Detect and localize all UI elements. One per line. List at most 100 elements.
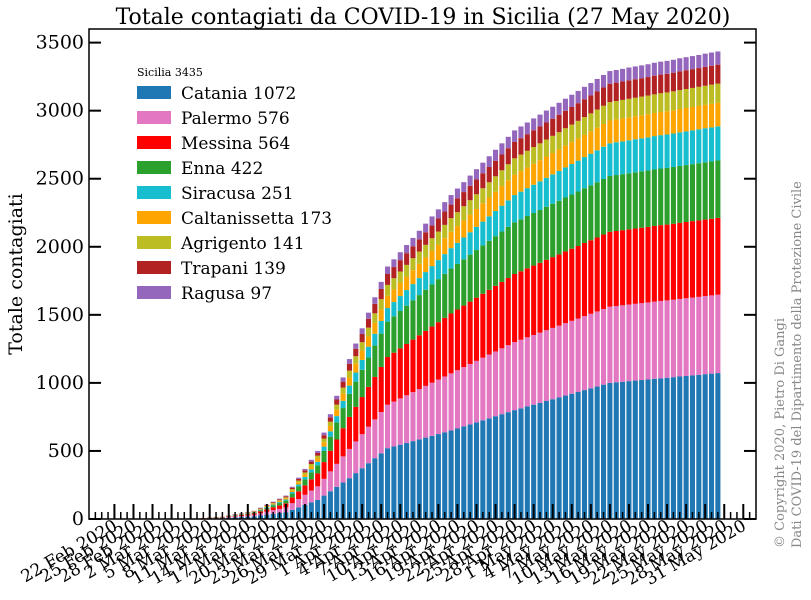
bar-segment-catania: [537, 402, 543, 519]
bar-segment-trapani: [607, 83, 613, 103]
bar-segment-messina: [651, 225, 657, 302]
bar-segment-enna: [696, 163, 702, 221]
bar-segment-palermo: [562, 323, 568, 396]
bar-segment-ragusa: [715, 51, 721, 65]
bar-segment-trapani: [429, 225, 435, 239]
bar-segment-catania: [651, 378, 657, 519]
bar-segment-ragusa: [664, 60, 670, 74]
bar-segment-palermo: [708, 295, 715, 374]
bar-segment-enna: [645, 170, 651, 227]
bar-segment-catania: [613, 382, 619, 519]
bar-segment-messina: [512, 274, 518, 343]
bar-segment-agrigento: [435, 231, 441, 245]
bar-segment-trapani: [601, 87, 607, 106]
bar-segment-ragusa: [639, 65, 645, 79]
bar-segment-messina: [639, 227, 645, 304]
bar-segment-agrigento: [543, 139, 549, 157]
legend-entry: Caltanissetta 173: [181, 209, 332, 229]
bar-segment-siracusa: [708, 127, 715, 162]
bar-segment-trapani: [594, 91, 600, 110]
plot-frame: [88, 28, 757, 520]
bar-segment-palermo: [289, 503, 295, 510]
bar-segment-enna: [296, 486, 302, 492]
bar-segment-siracusa: [391, 302, 397, 317]
bar-segment-agrigento: [594, 109, 600, 128]
bar-segment-catania: [423, 437, 429, 519]
y-tick-label: 1500: [36, 304, 84, 326]
bar-segment-enna: [715, 160, 721, 218]
bar-segment-messina: [708, 218, 715, 296]
bar-segment-trapani: [404, 253, 410, 265]
bar-segment-ragusa: [537, 114, 543, 127]
bar-segment-trapani: [677, 71, 683, 91]
bar-segment-siracusa: [512, 195, 518, 223]
bar-segment-siracusa: [620, 141, 626, 175]
bar-segment-enna: [658, 168, 664, 226]
bar-segment-enna: [454, 263, 460, 310]
bar-segment-siracusa: [461, 237, 467, 260]
bar-segment-agrigento: [372, 313, 378, 323]
bar-segment-catania: [639, 380, 645, 519]
bar-segment-messina: [715, 217, 721, 295]
bar-segment-enna: [499, 231, 505, 282]
bar-segment-catania: [315, 499, 321, 519]
bar-segment-siracusa: [270, 504, 276, 506]
bar-segment-trapani: [689, 69, 696, 88]
bar-segment-caltanissetta: [594, 127, 600, 151]
bar-segment-enna: [537, 210, 543, 263]
bar-segment-ragusa: [404, 245, 410, 254]
bar-segment-enna: [321, 450, 327, 463]
bar-segment-agrigento: [632, 97, 638, 117]
bar-segment-trapani: [340, 381, 346, 388]
bar-segment-catania: [378, 453, 384, 519]
bar-segment-trapani: [473, 179, 480, 195]
bar-segment-messina: [556, 254, 562, 326]
bar-segment-palermo: [512, 342, 518, 411]
bar-segment-agrigento: [480, 188, 486, 204]
bar-segment-palermo: [537, 332, 543, 403]
bar-segment-palermo: [524, 337, 530, 407]
bar-segment-catania: [715, 373, 721, 519]
bar-segment-trapani: [467, 185, 473, 201]
bar-segment-ragusa: [651, 62, 657, 76]
bar-segment-caltanissetta: [467, 214, 473, 233]
bar-segment-siracusa: [524, 188, 530, 217]
bar-segment-palermo: [385, 404, 391, 449]
bar-segment-enna: [562, 197, 568, 252]
bar-segment-caltanissetta: [518, 171, 524, 192]
bar-segment-palermo: [715, 294, 721, 374]
bar-segment-ragusa: [708, 52, 715, 66]
bar-segment-caltanissetta: [613, 119, 619, 143]
bar-segment-catania: [410, 441, 416, 519]
legend-swatch: [137, 236, 171, 249]
bar-segment-trapani: [569, 106, 575, 125]
bar-segment-ragusa: [524, 122, 530, 135]
bar-segment-siracusa: [658, 135, 664, 169]
bar-segment-caltanissetta: [416, 263, 422, 279]
bar-segment-palermo: [467, 363, 473, 425]
bar-segment-agrigento: [677, 90, 683, 110]
bar-segment-messina: [467, 301, 473, 364]
bar-segment-catania: [702, 374, 708, 519]
bar-segment-caltanissetta: [461, 220, 467, 238]
bar-segment-caltanissetta: [334, 409, 340, 417]
bar-segment-caltanissetta: [302, 474, 308, 477]
bar-segment-siracusa: [473, 226, 480, 251]
bar-segment-siracusa: [715, 126, 721, 161]
bar-segment-trapani: [321, 435, 327, 439]
bar-segment-catania: [334, 486, 340, 519]
bar-segment-ragusa: [410, 237, 416, 247]
bar-segment-siracusa: [632, 139, 638, 173]
bar-segment-palermo: [435, 379, 441, 435]
bar-segment-messina: [429, 326, 435, 383]
bar-segment-palermo: [397, 398, 403, 445]
bar-segment-siracusa: [289, 492, 295, 494]
legend-entry: Agrigento 141: [180, 234, 305, 254]
bar-segment-palermo: [321, 478, 327, 496]
bar-segment-catania: [340, 482, 346, 519]
bar-segment-agrigento: [346, 370, 352, 378]
bar-segment-messina: [518, 271, 524, 340]
bar-segment-catania: [327, 491, 333, 519]
bar-segment-ragusa: [645, 64, 651, 78]
bar-segment-siracusa: [531, 184, 537, 214]
